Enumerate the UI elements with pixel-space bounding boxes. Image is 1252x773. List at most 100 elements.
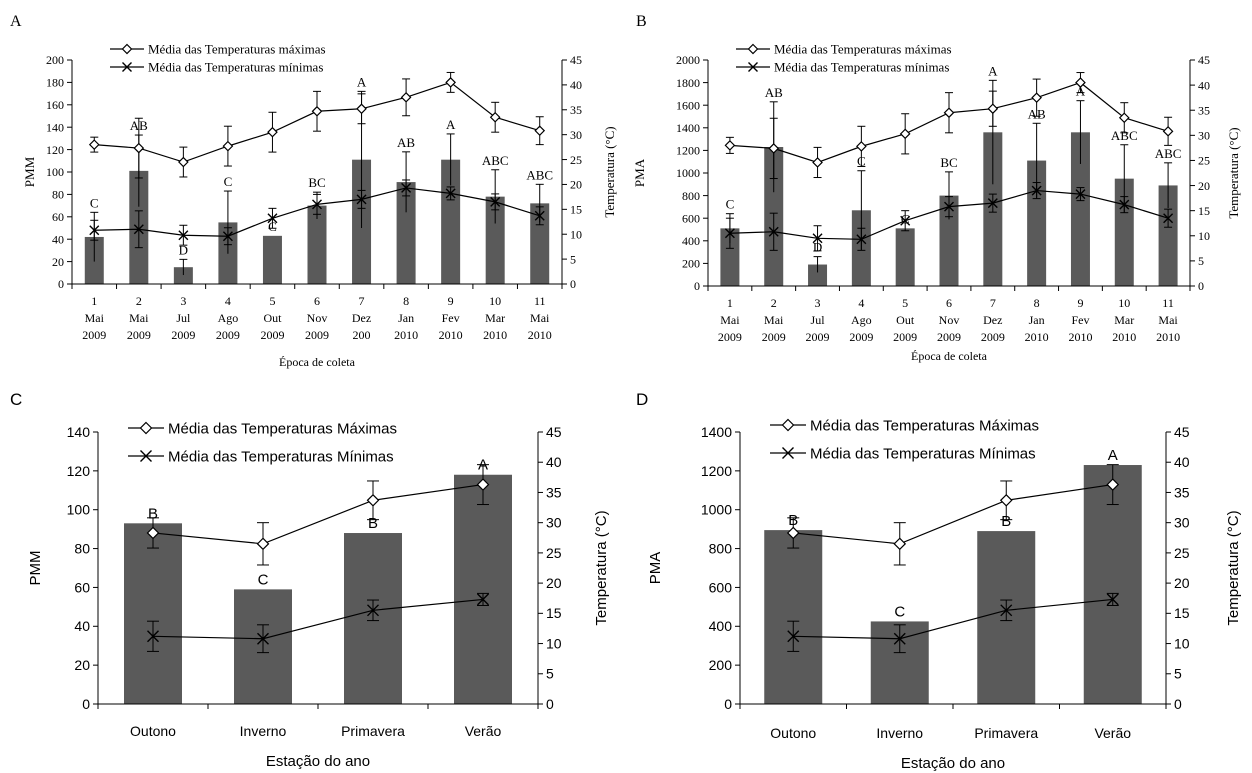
y2-tick-label: 40 [1174, 454, 1190, 470]
y2-tick-label: 45 [1198, 53, 1210, 67]
x-tick-label: Outono [770, 725, 816, 741]
x-tick-label: Fev [1071, 313, 1089, 327]
y2-tick-label: 45 [1174, 424, 1190, 440]
significance-letter: A [988, 63, 998, 78]
x-tick-label: 2010 [1156, 330, 1180, 344]
x-tick-label: 9 [1077, 296, 1083, 310]
significance-letter: C [901, 211, 910, 226]
y-tick-label: 20 [74, 657, 90, 673]
significance-letter: A [357, 74, 367, 89]
y-axis-title: PMA [647, 552, 664, 585]
x-tick-label: 8 [403, 294, 409, 308]
series-point [222, 231, 233, 242]
series-point [490, 196, 501, 207]
series-point [356, 103, 367, 115]
significance-letter: BC [940, 155, 957, 170]
chart-svg: C 0 20 40 60 80 100 120 140 0 5 10 15 20 25 30 35 40 45 Out… [10, 390, 610, 770]
y-axis-title: PMA [632, 158, 647, 187]
series-point [88, 139, 100, 150]
series-point [445, 188, 456, 199]
significance-letter: A [478, 457, 488, 474]
chart-panel-d: D 0 200 400 600 800 1000 1200 1400 0 5 10 15 20 25 30 35… [626, 385, 1252, 773]
series-point [178, 230, 189, 241]
x-tick-label: Mai [530, 311, 550, 325]
bar-series [764, 465, 1142, 704]
y-tick-label: 1200 [676, 144, 700, 158]
series-point [257, 632, 269, 645]
y-tick-label: 180 [46, 76, 64, 90]
x-tick-label: Out [896, 313, 915, 327]
series-point [366, 493, 380, 507]
series-point [1162, 125, 1174, 137]
series-point [178, 156, 189, 168]
legend-label: Média das Temperaturas Mínimas [168, 448, 394, 465]
y-tick-label: 1400 [676, 121, 700, 135]
legend: Média das Temperaturas máximas Média das … [736, 42, 952, 75]
x-tick-label: 2010 [439, 328, 463, 342]
bar [396, 182, 416, 284]
x-tick-label: 2010 [483, 328, 507, 342]
series-point [812, 233, 823, 244]
x-tick-label: Mai [720, 313, 740, 327]
significance-letter: A [1076, 84, 1086, 99]
y-tick-label: 600 [709, 579, 733, 595]
legend-label: Média das Temperaturas mínimas [774, 60, 949, 75]
series-point [999, 493, 1013, 507]
y-tick-label: 0 [58, 277, 64, 291]
series-point [1118, 112, 1130, 124]
legend-marker [121, 43, 133, 55]
x-tick-label: 2010 [528, 328, 552, 342]
panel-label: D [636, 390, 648, 409]
x-tick-label: 11 [1162, 296, 1174, 310]
legend-label: Média das Temperaturas Máximas [168, 420, 397, 437]
x-tick-label: 5 [902, 296, 908, 310]
y2-tick-label: 25 [570, 153, 582, 167]
chart-svg: D 0 200 400 600 800 1000 1200 1400 0 5 10 15 20 25 30 35… [636, 390, 1242, 772]
axes: 0 20 40 60 80 100 120 140 0 5 10 15 20 25 30 35 40 45 Outo… [27, 424, 610, 770]
x-tick-label: 2010 [1025, 330, 1049, 344]
series-point [987, 198, 998, 209]
series-point [89, 225, 100, 236]
y2-tick-label: 15 [546, 605, 562, 621]
x-tick-label: 9 [448, 294, 454, 308]
y2-axis-title: Temperatura (°C) [593, 510, 610, 625]
legend-label: Média das Temperaturas Mínimas [810, 445, 1036, 462]
x-axis-title: Estação do ano [901, 755, 1005, 772]
y2-tick-label: 10 [570, 227, 582, 241]
series-point [1163, 213, 1174, 224]
bar [262, 235, 282, 284]
x-axis-title: Estação do ano [266, 753, 370, 770]
x-tick-label: Mai [85, 311, 105, 325]
y2-axis-title: Temperatura (°C) [1226, 127, 1241, 218]
y2-tick-label: 40 [546, 454, 562, 470]
y2-tick-label: 25 [1174, 545, 1190, 561]
y-tick-label: 160 [46, 98, 64, 112]
series-point [133, 224, 144, 235]
series-point [222, 140, 234, 152]
x-tick-label: Fev [442, 311, 460, 325]
series-point [812, 157, 823, 168]
x-tick-label: Verão [1094, 725, 1131, 741]
panel-label: A [10, 13, 22, 30]
y-tick-label: 40 [74, 618, 90, 634]
y-tick-label: 1000 [676, 166, 700, 180]
legend-marker [782, 447, 794, 459]
series-min-temperature [147, 592, 489, 654]
x-tick-label: Dez [983, 313, 1002, 327]
y-tick-label: 200 [709, 657, 733, 673]
series-point [856, 141, 867, 152]
x-tick-label: 1 [91, 294, 97, 308]
y-tick-label: 140 [46, 120, 64, 134]
significance-letter: B [788, 512, 798, 529]
legend: Média das Temperaturas Máximas Média das … [770, 417, 1039, 462]
x-tick-label: Out [263, 311, 282, 325]
series-point [893, 632, 906, 645]
series-point [944, 201, 954, 212]
series-point [256, 537, 270, 551]
x-tick-label: 2010 [1068, 330, 1092, 344]
y2-tick-label: 30 [1174, 515, 1190, 531]
series-point [267, 213, 278, 224]
x-tick-label: 2009 [127, 328, 151, 342]
series-point [401, 182, 412, 193]
series-line [793, 483, 1113, 545]
